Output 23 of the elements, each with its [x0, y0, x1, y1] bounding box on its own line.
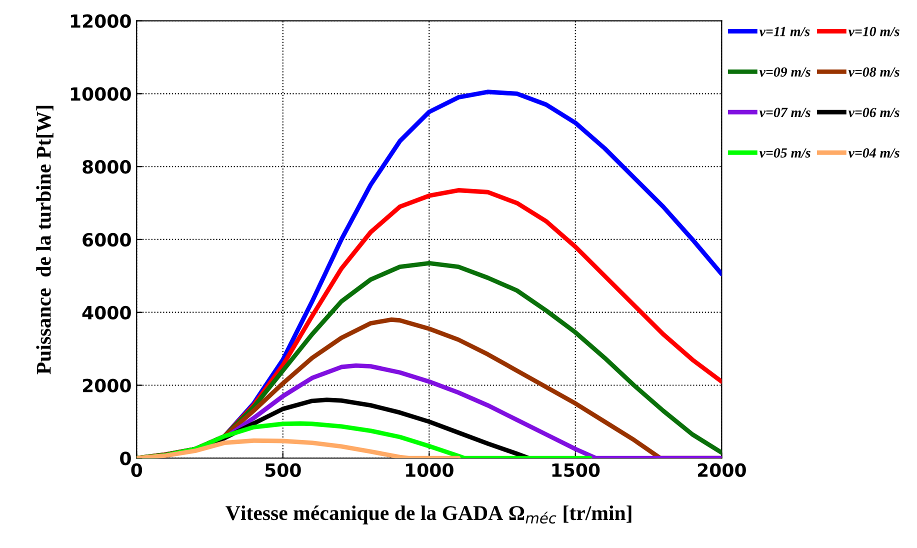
legend-label: v=09 m/s [759, 67, 810, 77]
y-tick-label: 0 [120, 452, 131, 466]
legend-label: v=04 m/s [848, 148, 900, 158]
x-tick-label: 500 [265, 463, 301, 477]
y-tick-label: 6000 [82, 232, 131, 247]
x-tick-label: 0 [131, 463, 142, 477]
y-tick-label: 8000 [82, 160, 131, 174]
x-tick-label: 1000 [406, 463, 454, 477]
y-tick-label: 4000 [82, 306, 131, 320]
legend-label: v=05 m/s [759, 148, 810, 158]
legend-label: v=07 m/s [759, 108, 810, 118]
y-tick-label: 2000 [82, 378, 131, 392]
y-tick-label: 12000 [70, 14, 131, 28]
x-tick-label: 1500 [552, 463, 600, 477]
x-axis-title: Vitesse mécanique de la GADA Ω$_{méc}$ [tr/min] [226, 505, 632, 524]
legend-label: v=06 m/s [848, 108, 900, 118]
line-series [136, 438, 461, 458]
y-axis-title: Puissance de la turbine Pt[W] [36, 106, 54, 374]
legend-label: v=10 m/s [848, 26, 900, 36]
legend-label: v=08 m/s [848, 67, 900, 77]
legend-label: v=11 m/s [759, 26, 810, 36]
x-tick-label: 2000 [698, 463, 746, 477]
y-tick-label: 10000 [70, 87, 131, 101]
